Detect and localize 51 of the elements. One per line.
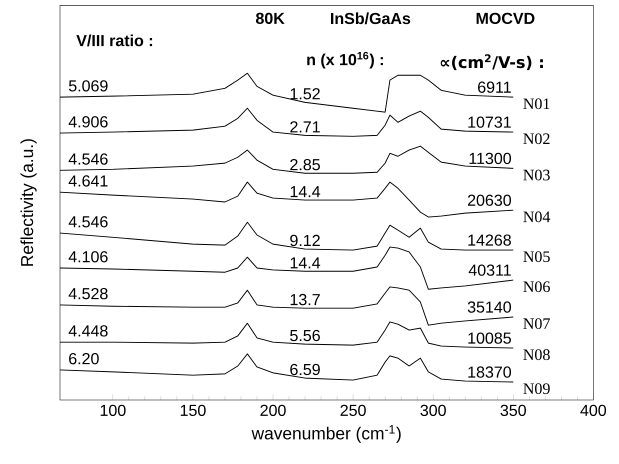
x-tick-label: 100 (100, 404, 126, 416)
series-label: N03 (523, 170, 550, 180)
x-tick-label: 250 (340, 404, 366, 416)
text: 80K (256, 12, 285, 24)
text: ∝(cm$^{2}$/V-s) : (440, 54, 543, 70)
series-label: N01 (523, 98, 550, 110)
annotation: 4.546 (68, 153, 108, 165)
annotation: 20630 (468, 194, 512, 206)
annotation: 2.85 (290, 159, 320, 170)
annotation: 10731 (468, 116, 511, 128)
x-tick-label: 350 (500, 404, 526, 416)
annotation: 14.4 (290, 186, 320, 198)
series-label: N09 (523, 383, 550, 394)
annotation: 4.528 (68, 288, 108, 300)
annotation: 5.069 (68, 80, 108, 92)
y-axis-title: Reflectivity (a.u.) (20, 139, 37, 266)
annotation: 4.546 (68, 216, 108, 228)
series-label: N06 (523, 281, 550, 292)
annotation: 18370 (468, 366, 512, 378)
series-label: N02 (523, 133, 550, 144)
annotation: 11300 (470, 152, 512, 164)
text: n (x 10$^{16}$) : (307, 52, 383, 68)
annotation: 4.641 (68, 175, 108, 187)
annotation: 4.906 (68, 116, 108, 128)
annotation: 6911 (478, 82, 511, 93)
x-tick-label: 200 (260, 404, 286, 416)
annotation: 1.52 (290, 88, 320, 100)
text: MOCVD (476, 12, 534, 24)
series-label: N08 (523, 349, 550, 360)
annotation: 35140 (468, 301, 512, 313)
annotation: 2.71 (290, 121, 320, 132)
annotation: 6.20 (69, 353, 99, 364)
series-label: N05 (523, 251, 550, 262)
annotation: 6.59 (290, 364, 320, 376)
annotation: 14268 (468, 234, 511, 246)
annotation: 5.56 (290, 330, 320, 342)
text: V/III ratio : (76, 34, 152, 46)
x-tick-label: 150 (180, 404, 206, 416)
x-tick-label: 300 (420, 404, 446, 416)
annotation: 13.7 (290, 294, 320, 306)
x-axis-title: wavenumber (cm$^{-1}$) (252, 425, 401, 443)
annotation: 14.4 (290, 257, 320, 268)
text: InSb/GaAs (331, 12, 410, 24)
series-label: N07 (523, 318, 550, 330)
x-tick-label: 400 (580, 404, 606, 416)
annotation: 40311 (468, 264, 511, 276)
series-label: N04 (523, 211, 550, 222)
annotation: 4.448 (68, 325, 108, 337)
annotation: 10085 (468, 332, 511, 344)
annotation: 4.106 (68, 251, 108, 262)
annotation: 9.12 (290, 234, 320, 246)
